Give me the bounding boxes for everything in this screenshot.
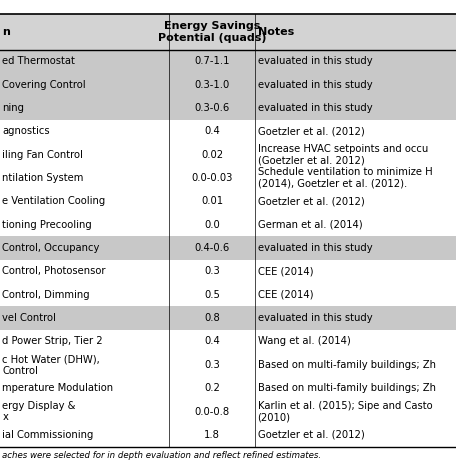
Text: Goetzler et al. (2012): Goetzler et al. (2012) <box>257 196 365 207</box>
Text: CEE (2014): CEE (2014) <box>257 290 313 300</box>
FancyBboxPatch shape <box>0 50 456 73</box>
Text: Schedule ventilation to minimize H
(2014), Goetzler et al. (2012).: Schedule ventilation to minimize H (2014… <box>257 167 432 189</box>
Text: evaluated in this study: evaluated in this study <box>257 313 372 323</box>
Text: Covering Control: Covering Control <box>2 80 86 90</box>
Text: ntilation System: ntilation System <box>2 173 83 183</box>
FancyBboxPatch shape <box>0 213 456 237</box>
Text: Wang et al. (2014): Wang et al. (2014) <box>257 337 350 346</box>
FancyBboxPatch shape <box>0 283 456 307</box>
Text: Increase HVAC setpoints and occu
(Goetzler et al. 2012): Increase HVAC setpoints and occu (Goetzl… <box>257 144 428 165</box>
Text: tioning Precooling: tioning Precooling <box>2 220 92 230</box>
FancyBboxPatch shape <box>0 237 456 260</box>
FancyBboxPatch shape <box>0 423 456 447</box>
Text: 0.0: 0.0 <box>204 220 220 230</box>
Text: 0.7-1.1: 0.7-1.1 <box>194 56 230 66</box>
Text: evaluated in this study: evaluated in this study <box>257 56 372 66</box>
Text: n: n <box>2 27 10 37</box>
Text: German et al. (2014): German et al. (2014) <box>257 220 362 230</box>
Text: Energy Savings
Potential (quads): Energy Savings Potential (quads) <box>158 21 266 43</box>
Text: 0.4: 0.4 <box>204 337 220 346</box>
Text: 0.0-0.8: 0.0-0.8 <box>194 407 229 417</box>
FancyBboxPatch shape <box>0 143 456 166</box>
Text: Based on multi-family buildings; Zh: Based on multi-family buildings; Zh <box>257 360 436 370</box>
Text: Goetzler et al. (2012): Goetzler et al. (2012) <box>257 430 365 440</box>
FancyBboxPatch shape <box>0 190 456 213</box>
Text: Based on multi-family buildings; Zh: Based on multi-family buildings; Zh <box>257 383 436 393</box>
FancyBboxPatch shape <box>0 120 456 143</box>
Text: d Power Strip, Tier 2: d Power Strip, Tier 2 <box>2 337 103 346</box>
Text: 0.3-0.6: 0.3-0.6 <box>194 103 229 113</box>
Text: ed Thermostat: ed Thermostat <box>2 56 75 66</box>
Text: 0.4-0.6: 0.4-0.6 <box>194 243 229 253</box>
Text: ergy Display &
x: ergy Display & x <box>2 401 76 422</box>
Text: e Ventilation Cooling: e Ventilation Cooling <box>2 196 106 207</box>
FancyBboxPatch shape <box>0 260 456 283</box>
FancyBboxPatch shape <box>0 14 456 50</box>
FancyBboxPatch shape <box>0 166 456 190</box>
Text: 0.02: 0.02 <box>201 150 223 160</box>
Text: 0.01: 0.01 <box>201 196 223 207</box>
FancyBboxPatch shape <box>0 330 456 353</box>
Text: Goetzler et al. (2012): Goetzler et al. (2012) <box>257 127 365 137</box>
Text: CEE (2014): CEE (2014) <box>257 266 313 276</box>
Text: c Hot Water (DHW),
Control: c Hot Water (DHW), Control <box>2 354 100 375</box>
FancyBboxPatch shape <box>0 73 456 96</box>
Text: 0.8: 0.8 <box>204 313 220 323</box>
Text: agnostics: agnostics <box>2 127 50 137</box>
Text: 0.4: 0.4 <box>204 127 220 137</box>
Text: 0.0-0.03: 0.0-0.03 <box>191 173 233 183</box>
Text: 1.8: 1.8 <box>204 430 220 440</box>
Text: vel Control: vel Control <box>2 313 56 323</box>
FancyBboxPatch shape <box>0 353 456 376</box>
Text: aches were selected for in depth evaluation and reflect refined estimates.: aches were selected for in depth evaluat… <box>2 451 321 460</box>
Text: evaluated in this study: evaluated in this study <box>257 80 372 90</box>
Text: evaluated in this study: evaluated in this study <box>257 243 372 253</box>
Text: mperature Modulation: mperature Modulation <box>2 383 113 393</box>
Text: Control, Photosensor: Control, Photosensor <box>2 266 106 276</box>
Text: Control, Dimming: Control, Dimming <box>2 290 90 300</box>
Text: 0.3: 0.3 <box>204 266 220 276</box>
Text: 0.3-1.0: 0.3-1.0 <box>194 80 229 90</box>
Text: Notes: Notes <box>257 27 294 37</box>
FancyBboxPatch shape <box>0 400 456 423</box>
Text: Control, Occupancy: Control, Occupancy <box>2 243 100 253</box>
FancyBboxPatch shape <box>0 376 456 400</box>
Text: Karlin et al. (2015); Sipe and Casto
(2010): Karlin et al. (2015); Sipe and Casto (20… <box>257 401 432 422</box>
FancyBboxPatch shape <box>0 96 456 120</box>
Text: 0.5: 0.5 <box>204 290 220 300</box>
Text: 0.2: 0.2 <box>204 383 220 393</box>
Text: iling Fan Control: iling Fan Control <box>2 150 83 160</box>
FancyBboxPatch shape <box>0 307 456 330</box>
Text: 0.3: 0.3 <box>204 360 220 370</box>
Text: evaluated in this study: evaluated in this study <box>257 103 372 113</box>
Text: ial Commissioning: ial Commissioning <box>2 430 94 440</box>
Text: ning: ning <box>2 103 24 113</box>
